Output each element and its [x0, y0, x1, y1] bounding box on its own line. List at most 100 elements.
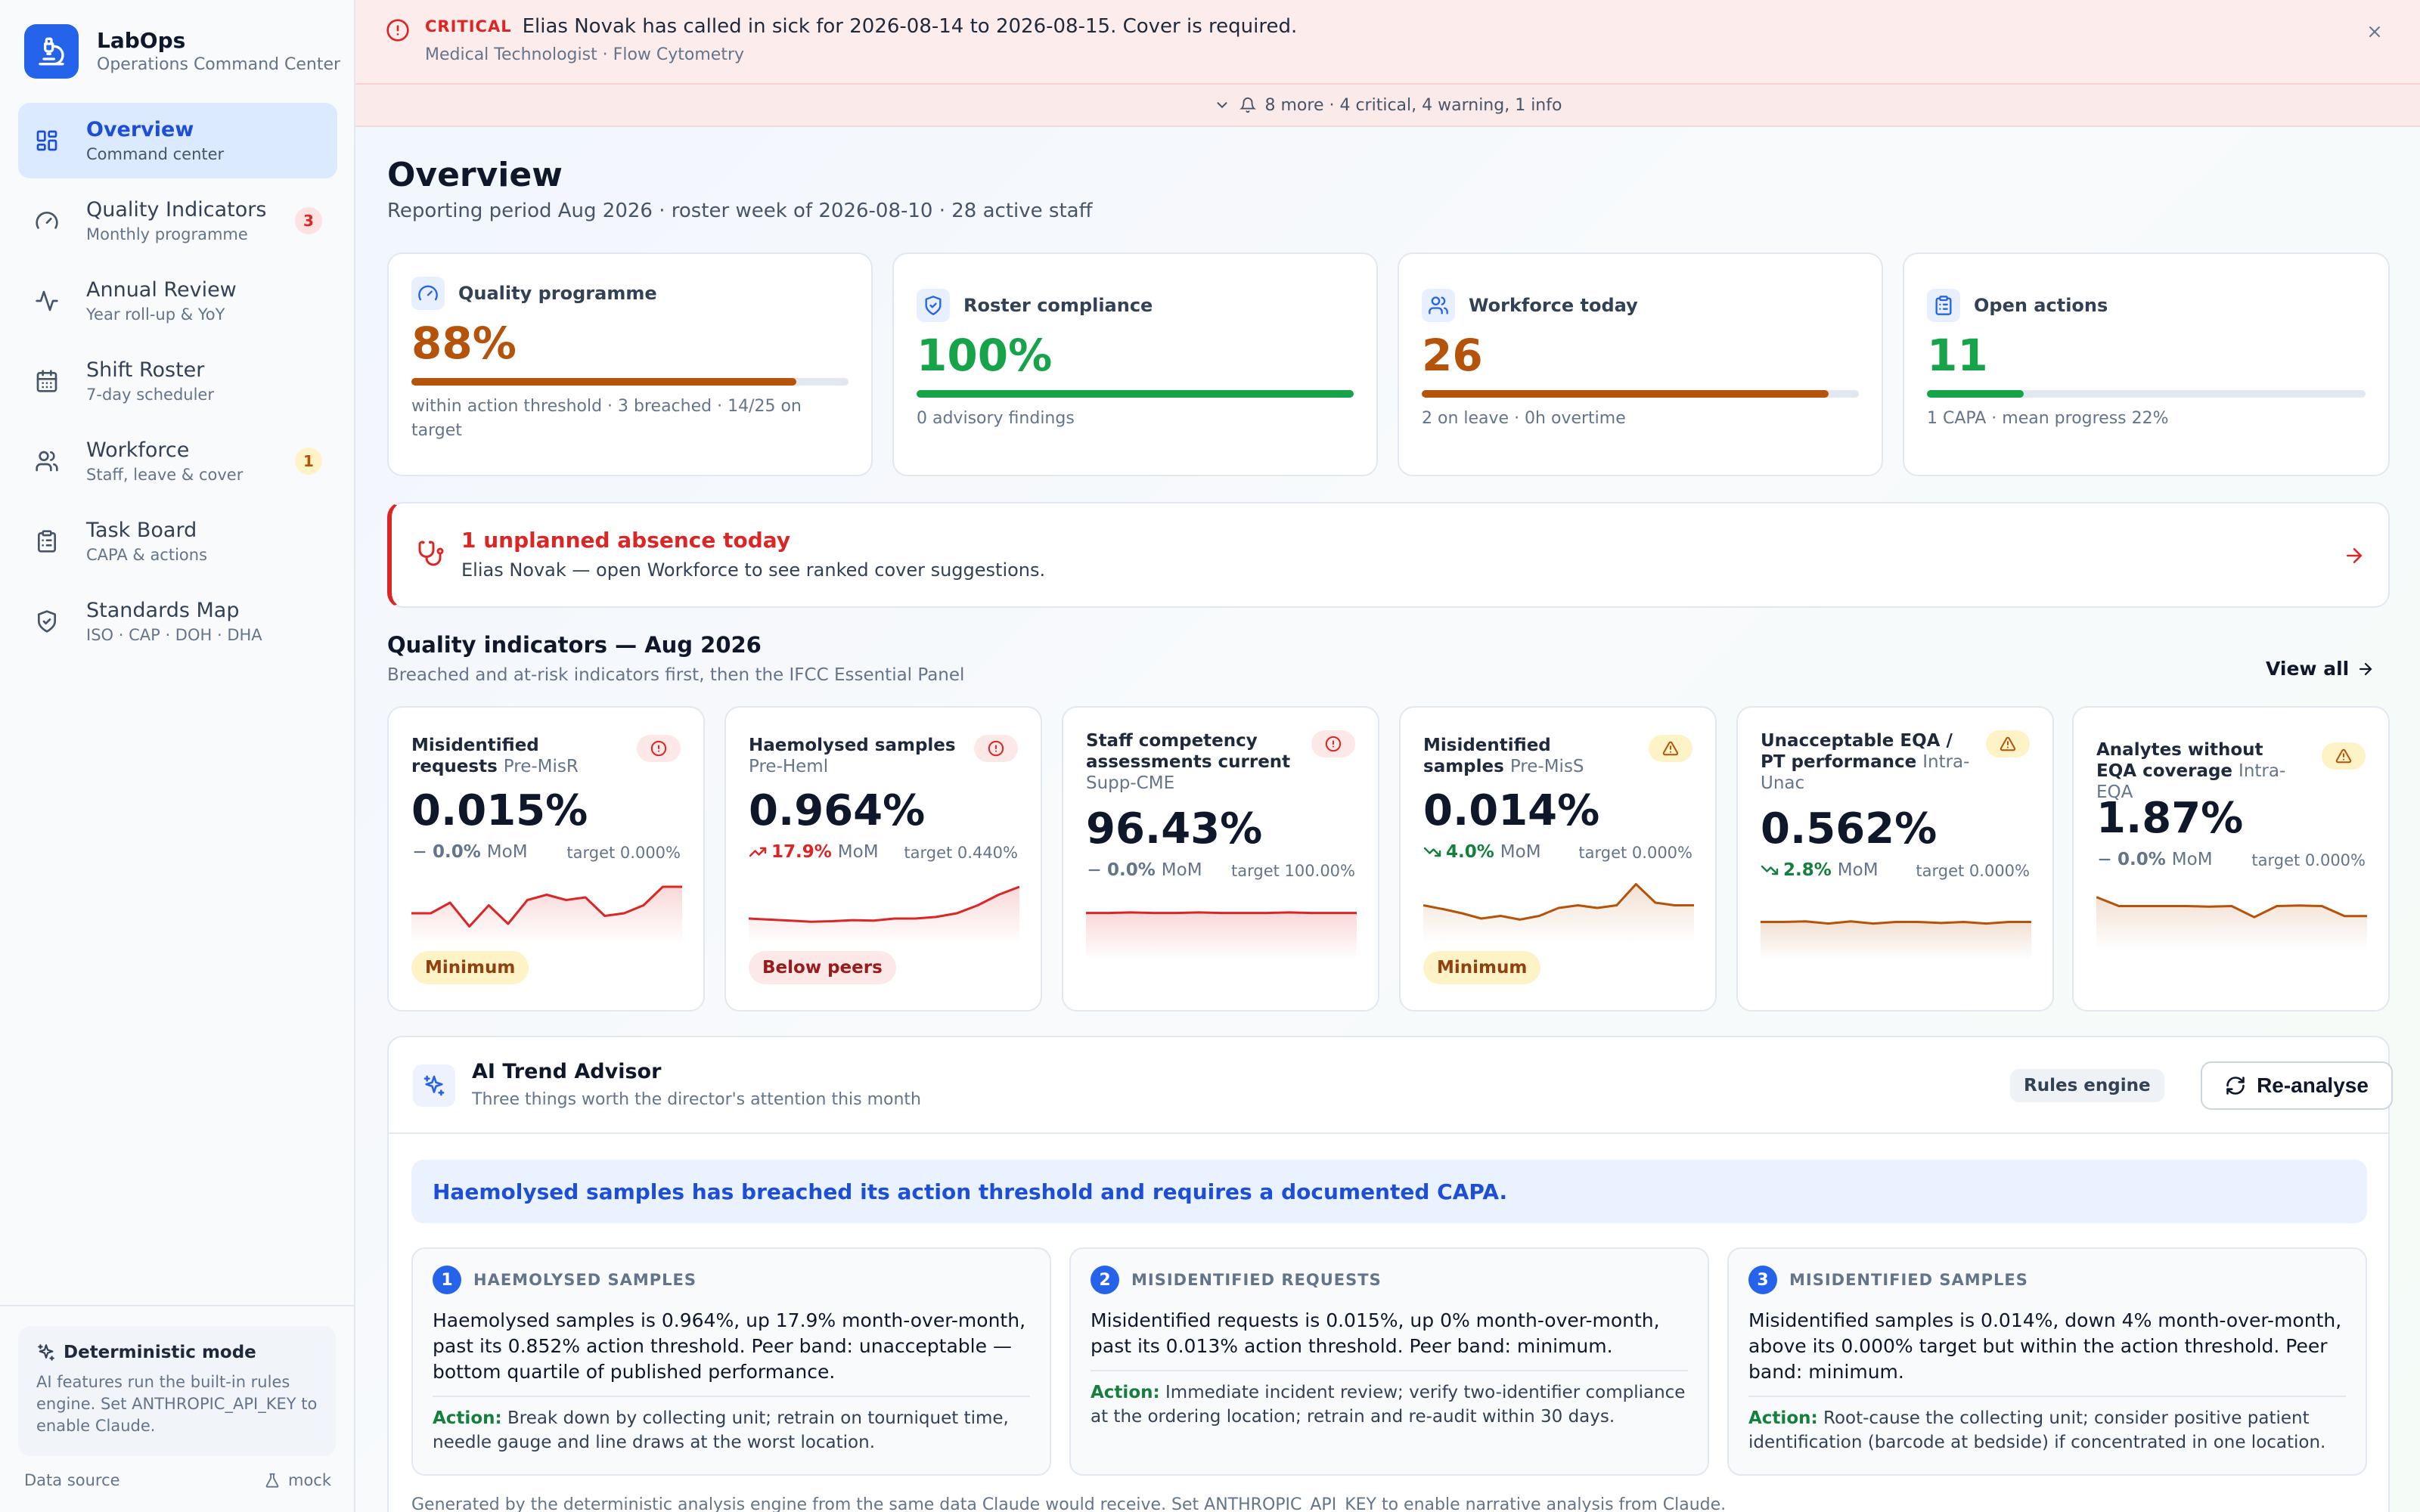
- view-all-label: View all: [2266, 658, 2350, 680]
- sparkline-line: [1086, 911, 1357, 915]
- alert-triangle-icon: [1649, 735, 1692, 762]
- sparkline-area: [1086, 912, 1357, 960]
- alert-circle-icon: [1311, 730, 1355, 758]
- sidebar-item-shift-roster[interactable]: Shift Roster 7-day scheduler: [18, 343, 337, 419]
- indicator-code: Intra-Unac: [1761, 752, 1970, 793]
- advisor-title: AI Trend Advisor: [472, 1060, 662, 1083]
- gauge-icon: [33, 207, 60, 234]
- sidebar-item-quality-indicators[interactable]: Quality Indicators Monthly programme 3: [18, 183, 337, 259]
- kpi-progress-bar: [1422, 390, 1859, 398]
- trend-icon: [411, 844, 428, 860]
- action-label: Action:: [1748, 1408, 1818, 1428]
- indicator-card[interactable]: Unacceptable EQA / PT performance Intra-…: [1736, 706, 2054, 1012]
- kpi-card-quality-programme[interactable]: Quality programme 88% within action thre…: [387, 253, 873, 476]
- sidebar-item-sub: Monthly programme: [86, 225, 248, 243]
- brand[interactable]: LabOps Operations Command Center: [24, 24, 340, 79]
- sparkline-area: [1423, 884, 1694, 943]
- mom-label: MoM: [1500, 842, 1541, 862]
- kpi-title: Workforce today: [1469, 295, 1638, 316]
- section-title: Quality indicators — Aug 2026: [387, 632, 762, 658]
- sidebar-item-sub: 7-day scheduler: [86, 386, 214, 404]
- engine-badge: Rules engine: [2010, 1069, 2164, 1102]
- sidebar-item-label: Overview: [86, 118, 194, 141]
- mom-label: MoM: [2171, 850, 2213, 869]
- alert-detail: Medical Technologist · Flow Cytometry: [425, 45, 745, 64]
- reanalyse-button[interactable]: Re-analyse: [2201, 1061, 2393, 1110]
- finding-number: 2: [1091, 1266, 1119, 1294]
- finding-number: 3: [1748, 1266, 1777, 1294]
- indicator-name: Misidentified samples: [1423, 736, 1551, 776]
- trend-icon: [2096, 851, 2113, 868]
- kpi-progress-fill: [411, 378, 796, 386]
- peer-band-tag: Below peers: [749, 951, 896, 984]
- kpi-card-workforce-today[interactable]: Workforce today 26 2 on leave · 0h overt…: [1398, 253, 1883, 476]
- indicator-card[interactable]: Staff competency assessments current Sup…: [1062, 706, 1379, 1012]
- finding-text: Haemolysed samples is 0.964%, up 17.9% m…: [433, 1309, 1026, 1383]
- indicator-code: Pre-MisR: [503, 757, 579, 776]
- mode-description: AI features run the built-in rules engin…: [36, 1373, 318, 1435]
- indicator-card[interactable]: Haemolysed samples Pre-Heml 0.964% 17.9%…: [724, 706, 1042, 1012]
- page-title: Overview: [387, 156, 563, 194]
- absence-text: Elias Novak — open Workforce to see rank…: [461, 559, 1046, 581]
- sidebar-item-sub: Year roll-up & YoY: [86, 305, 225, 324]
- indicator-code: Supp-CME: [1086, 773, 1175, 793]
- sidebar-item-annual-review[interactable]: Annual Review Year roll-up & YoY: [18, 263, 337, 339]
- mom-label: MoM: [837, 842, 879, 862]
- advisor-footnote: Generated by the deterministic analysis …: [411, 1495, 1727, 1512]
- count-badge: 3: [295, 207, 322, 234]
- sidebar-item-overview[interactable]: Overview Command center: [18, 103, 337, 178]
- indicator-card[interactable]: Misidentified samples Pre-MisS 0.014% 4.…: [1399, 706, 1717, 1012]
- close-icon[interactable]: [2363, 20, 2387, 44]
- mom-label: MoM: [1161, 860, 1202, 880]
- stethoscope-icon: [417, 540, 445, 567]
- advisor-subtitle: Three things worth the director's attent…: [472, 1090, 921, 1109]
- view-all-link[interactable]: View all: [2266, 658, 2375, 680]
- brand-subtitle: Operations Command Center: [97, 55, 341, 74]
- indicator-target: target 0.440%: [904, 844, 1018, 862]
- sidebar-item-sub: ISO · CAP · DOH · DHA: [86, 626, 262, 644]
- sidebar-item-label: Standards Map: [86, 599, 240, 622]
- sparkline: [1086, 911, 1357, 960]
- divider: [1748, 1396, 2346, 1397]
- arrow-right-icon[interactable]: [2343, 544, 2366, 567]
- sidebar-item-sub: Staff, leave & cover: [86, 466, 244, 484]
- kpi-note: 2 on leave · 0h overtime: [1422, 409, 1626, 428]
- sidebar-item-standards-map[interactable]: Standards Map ISO · CAP · DOH · DHA: [18, 584, 337, 659]
- chevron-down-icon: [1214, 97, 1239, 113]
- kpi-progress-fill: [1927, 390, 2024, 398]
- peer-band-tag: Minimum: [411, 951, 529, 984]
- indicator-value: 0.562%: [1761, 804, 1938, 854]
- sparkline: [411, 885, 682, 943]
- sidebar-item-task-board[interactable]: Task Board CAPA & actions: [18, 503, 337, 579]
- sparkles-icon: [413, 1064, 455, 1107]
- divider: [1091, 1370, 1688, 1371]
- absence-banner[interactable]: 1 unplanned absence today Elias Novak — …: [387, 502, 2390, 608]
- kpi-progress-bar: [917, 390, 1354, 398]
- sparkline-area: [2096, 897, 2367, 950]
- kpi-title: Quality programme: [458, 283, 657, 304]
- data-source-value: mock: [287, 1471, 331, 1489]
- action-label: Action:: [433, 1408, 502, 1428]
- critical-alert: CRITICAL Elias Novak has called in sick …: [355, 0, 2420, 85]
- sidebar-item-label: Workforce: [86, 438, 190, 462]
- indicator-card[interactable]: Analytes without EQA coverage Intra-EQA …: [2072, 706, 2390, 1012]
- action-label: Action:: [1091, 1383, 1160, 1402]
- indicator-name: Unacceptable EQA / PT performance: [1761, 731, 1953, 772]
- sparkline-area: [1761, 921, 2031, 960]
- kpi-progress-fill: [917, 390, 1354, 398]
- indicator-card[interactable]: Misidentified requests Pre-MisR 0.015% 0…: [387, 706, 705, 1012]
- kpi-note: 0 advisory findings: [917, 409, 1075, 428]
- alert-circle-icon: [974, 735, 1018, 762]
- sidebar-item-sub: Command center: [86, 145, 225, 163]
- more-alerts-toggle[interactable]: 8 more · 4 critical, 4 warning, 1 info: [355, 85, 2420, 127]
- sidebar: LabOps Operations Command Center Overvie…: [0, 0, 355, 1512]
- kpi-card-roster-compliance[interactable]: Roster compliance 100% 0 advisory findin…: [892, 253, 1378, 476]
- sidebar-item-workforce[interactable]: Workforce Staff, leave & cover 1: [18, 423, 337, 499]
- indicator-target: target 100.00%: [1231, 862, 1355, 880]
- indicator-name: Haemolysed samples: [749, 736, 956, 755]
- calendar-icon: [33, 367, 60, 395]
- kpi-card-open-actions[interactable]: Open actions 11 1 CAPA · mean progress 2…: [1903, 253, 2390, 476]
- advisor-headline: Haemolysed samples has breached its acti…: [411, 1160, 2367, 1223]
- sparkline-area: [749, 887, 1019, 943]
- gauge-icon: [411, 277, 445, 310]
